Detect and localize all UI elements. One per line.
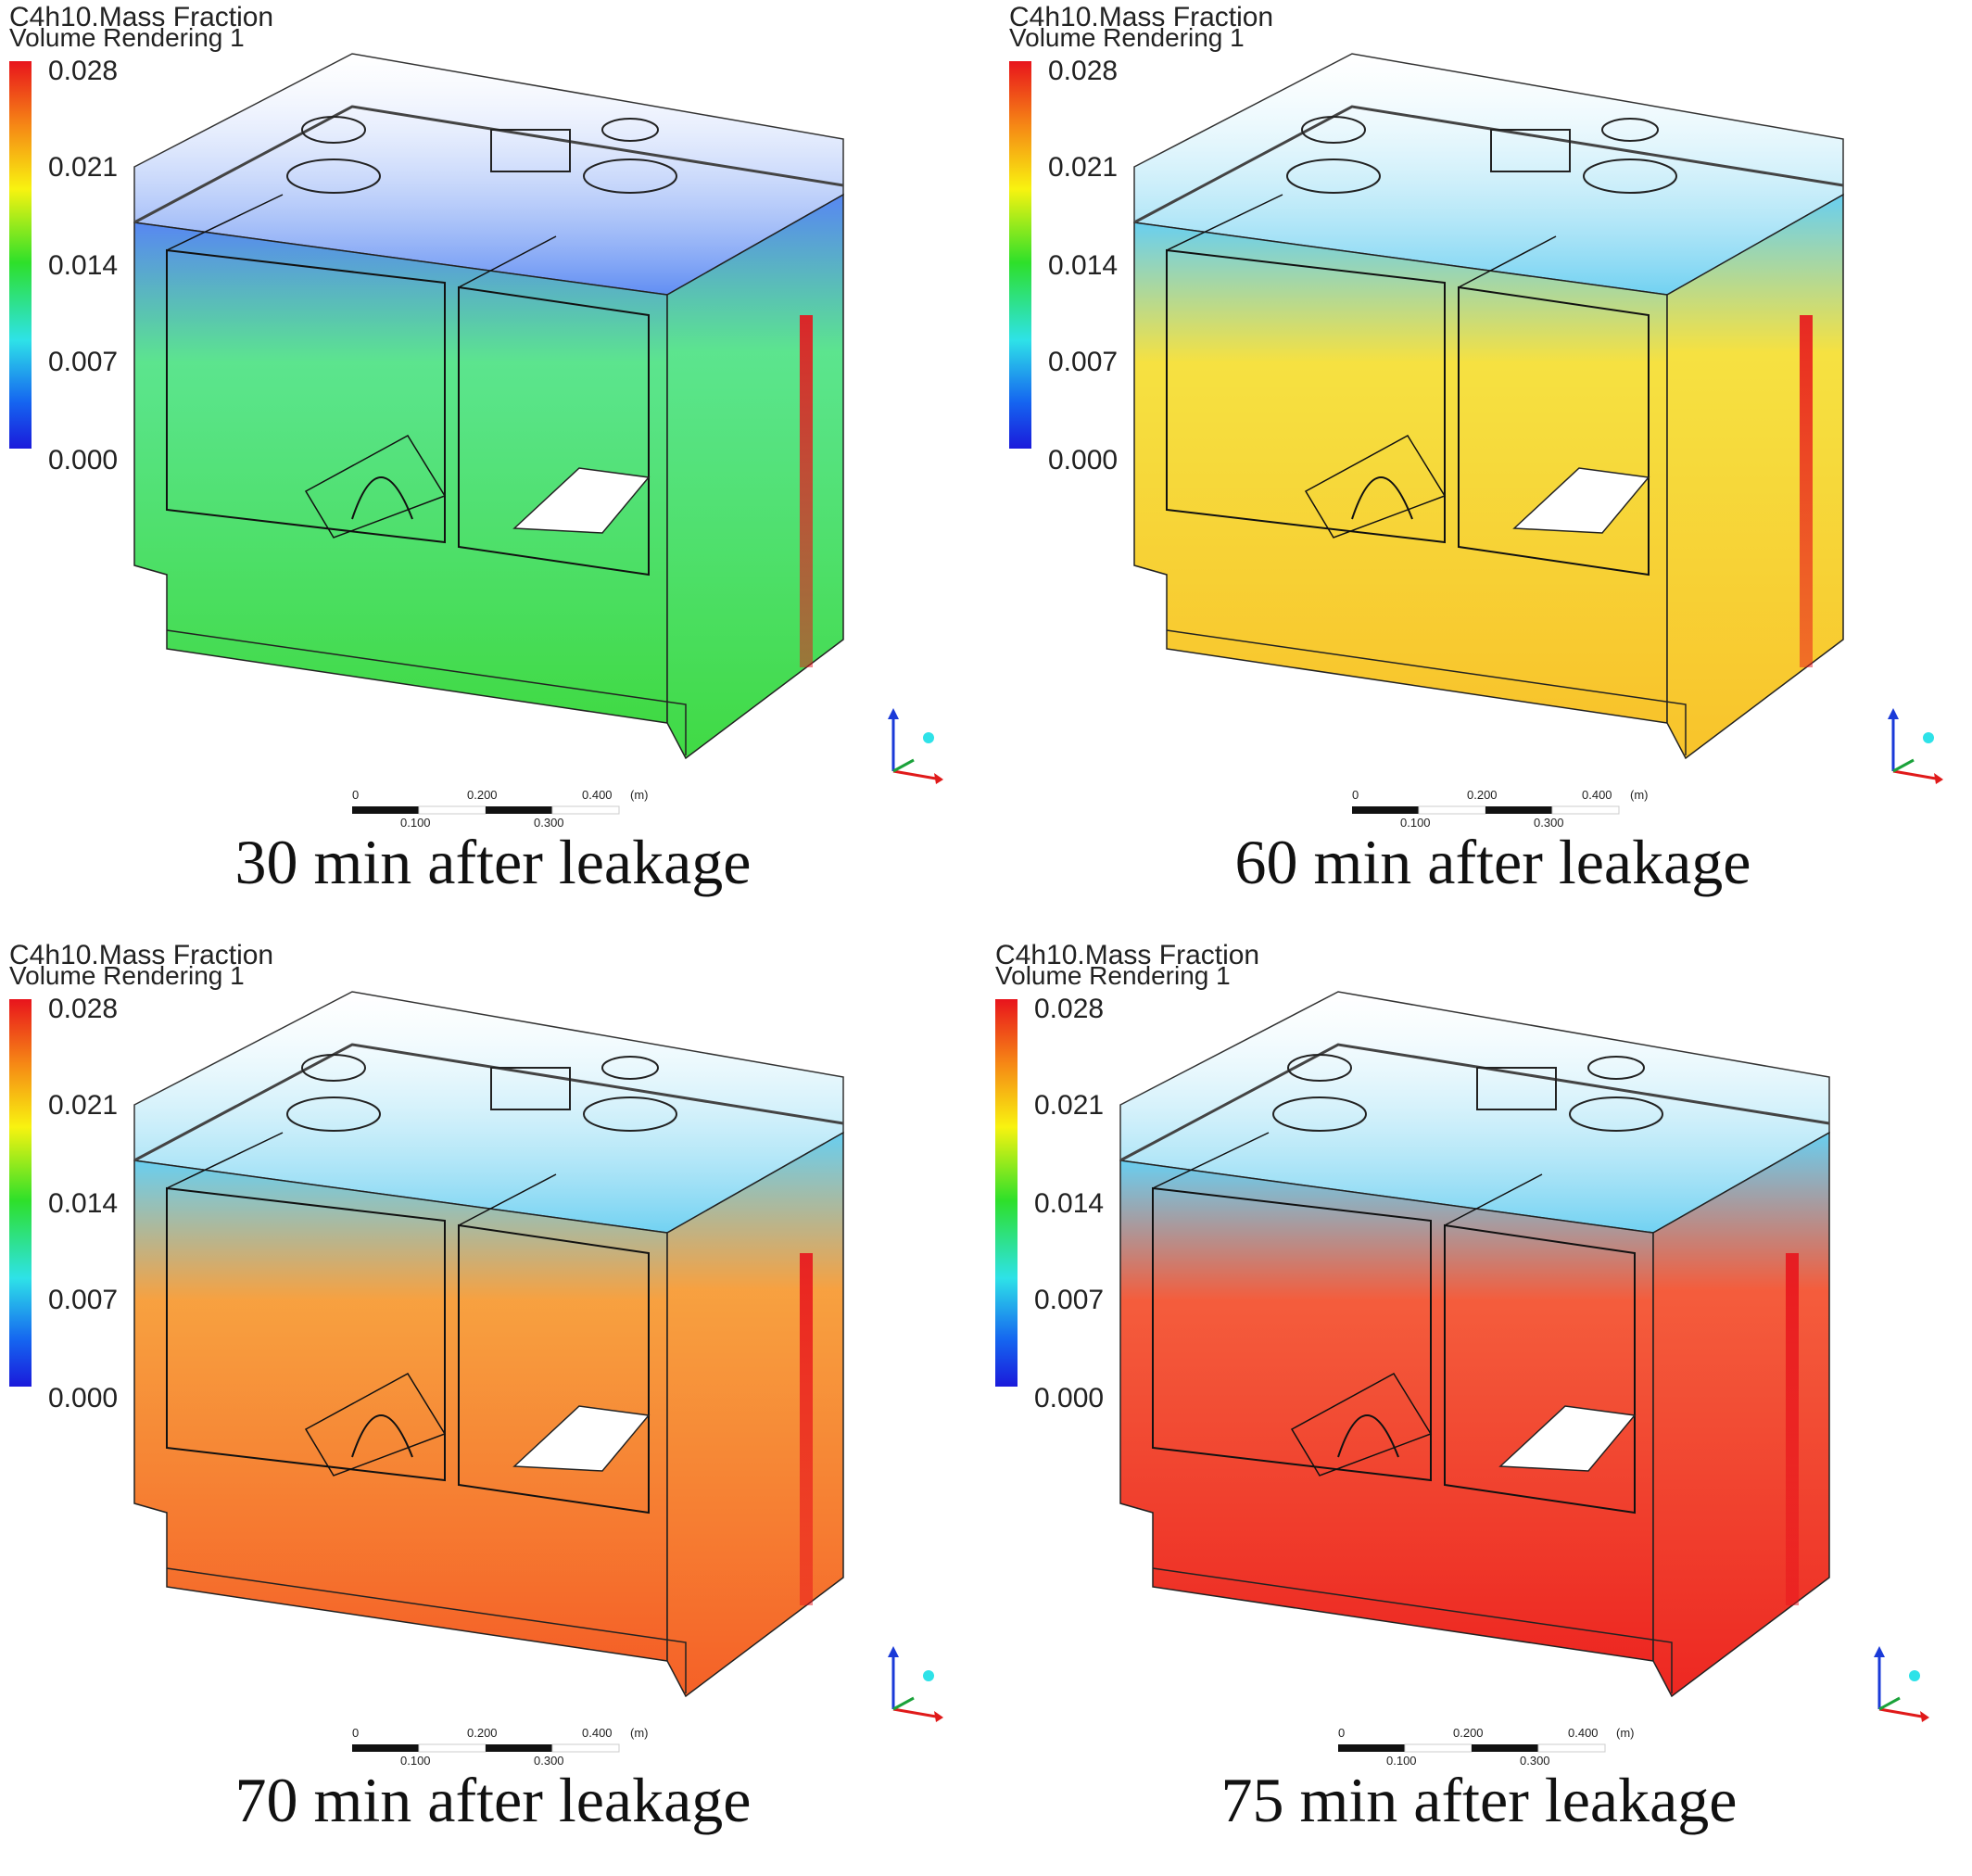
axis-triad-icon <box>1888 708 1943 784</box>
legend-tick-label: 0.021 <box>1034 1090 1105 1121</box>
legend-tick-label: 0.021 <box>48 152 119 183</box>
scale-label: 0.200 <box>467 788 498 802</box>
scale-label: (m) <box>1630 788 1649 802</box>
legend-tick-label: 0.021 <box>1048 152 1119 183</box>
scale-label: 0.200 <box>1467 788 1498 802</box>
scale-label: 0 <box>1338 1726 1346 1740</box>
panel-75min: C4h10.Mass Fraction Volume Rendering 1 0… <box>986 938 1972 1876</box>
variable-title: C4h10.Mass Fraction <box>9 2 274 32</box>
legend-tick-label: 0.028 <box>48 56 119 86</box>
scale-label: 0.300 <box>1520 1754 1550 1768</box>
scale-label: 0 <box>352 788 360 802</box>
legend-tick-label: 0.000 <box>1048 445 1119 475</box>
rendering-title: Volume Rendering 1 <box>9 961 245 990</box>
volume-rendering <box>133 991 844 1698</box>
panel-caption: 75 min after leakage <box>1220 1765 1738 1835</box>
axis-triad-icon <box>888 1646 943 1722</box>
rendering-title: Volume Rendering 1 <box>995 961 1231 990</box>
scale-label: 0.400 <box>1568 1726 1599 1740</box>
color-legend-bar <box>1009 61 1031 449</box>
variable-title: C4h10.Mass Fraction <box>1009 2 1274 32</box>
panel-caption: 70 min after leakage <box>234 1765 752 1835</box>
legend-tick-label: 0.021 <box>48 1090 119 1121</box>
legend-tick-label: 0.000 <box>48 445 119 475</box>
color-legend-bar <box>995 999 1018 1387</box>
variable-title: C4h10.Mass Fraction <box>995 940 1260 970</box>
scale-label: 0 <box>352 1726 360 1740</box>
scale-label: 0.400 <box>1582 788 1612 802</box>
scale-label: 0.400 <box>582 788 613 802</box>
volume-rendering <box>133 53 844 760</box>
scale-label: 0 <box>1352 788 1359 802</box>
axis-triad-icon <box>1874 1646 1929 1722</box>
color-legend-bar <box>9 999 32 1387</box>
color-legend-bar <box>9 61 32 449</box>
scale-label: 0.100 <box>1400 816 1431 830</box>
legend-tick-label: 0.014 <box>1034 1188 1105 1219</box>
scale-label: 0.300 <box>534 816 564 830</box>
legend-tick-label: 0.028 <box>1048 56 1119 86</box>
panel-30min: C4h10.Mass Fraction Volume Rendering 1 0… <box>0 0 986 938</box>
scale-label: 0.200 <box>467 1726 498 1740</box>
scale-bar: 0 0.200 0.400 (m) 0.100 0.300 <box>352 786 667 832</box>
scale-label: (m) <box>630 1726 649 1740</box>
legend-tick-label: 0.014 <box>1048 250 1119 281</box>
scale-bar: 0 0.200 0.400 (m) 0.100 0.300 <box>352 1724 667 1770</box>
scale-bar: 0 0.200 0.400 (m) 0.100 0.300 <box>1338 1724 1653 1770</box>
legend-tick-label: 0.007 <box>48 347 119 377</box>
volume-rendering <box>1133 53 1844 760</box>
scale-label: (m) <box>630 788 649 802</box>
panel-70min: C4h10.Mass Fraction Volume Rendering 1 0… <box>0 938 986 1876</box>
legend-tick-label: 0.014 <box>48 1188 119 1219</box>
legend-tick-label: 0.007 <box>1048 347 1119 377</box>
legend-tick-label: 0.028 <box>1034 994 1105 1024</box>
legend-tick-label: 0.000 <box>48 1383 119 1413</box>
scale-label: (m) <box>1616 1726 1635 1740</box>
scale-label: 0.300 <box>1534 816 1564 830</box>
panel-caption: 60 min after leakage <box>1234 827 1751 897</box>
variable-title: C4h10.Mass Fraction <box>9 940 274 970</box>
legend-tick-label: 0.007 <box>1034 1285 1105 1315</box>
rendering-title: Volume Rendering 1 <box>1009 23 1245 52</box>
legend-tick-label: 0.014 <box>48 250 119 281</box>
legend-tick-label: 0.000 <box>1034 1383 1105 1413</box>
scale-label: 0.400 <box>582 1726 613 1740</box>
legend-tick-label: 0.028 <box>48 994 119 1024</box>
volume-rendering <box>1119 991 1830 1698</box>
scale-label: 0.100 <box>400 816 431 830</box>
scale-label: 0.100 <box>1386 1754 1417 1768</box>
panel-60min: C4h10.Mass Fraction Volume Rendering 1 0… <box>1000 0 1972 938</box>
scale-label: 0.200 <box>1453 1726 1484 1740</box>
scale-label: 0.300 <box>534 1754 564 1768</box>
rendering-title: Volume Rendering 1 <box>9 23 245 52</box>
panel-caption: 30 min after leakage <box>234 827 752 897</box>
scale-bar: 0 0.200 0.400 (m) 0.100 0.300 <box>1352 786 1667 832</box>
scale-label: 0.100 <box>400 1754 431 1768</box>
legend-tick-label: 0.007 <box>48 1285 119 1315</box>
axis-triad-icon <box>888 708 943 784</box>
